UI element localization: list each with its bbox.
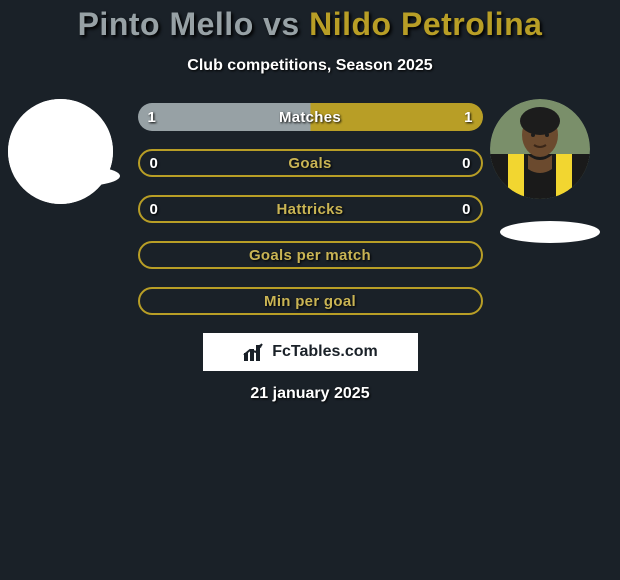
chart-icon xyxy=(242,341,268,363)
stat-label: Goals per match xyxy=(249,247,371,264)
stat-bars: 1 Matches 1 0 Goals 0 0 Hattricks 0 Goals per mat… xyxy=(138,103,483,315)
stat-bar: 0 Hattricks 0 xyxy=(138,195,483,223)
subtitle: Club competitions, Season 2025 xyxy=(0,57,620,75)
stat-label: Matches xyxy=(279,109,341,126)
stat-value-right: 1 xyxy=(464,109,472,126)
vs-text: vs xyxy=(254,6,309,42)
stat-value-left: 0 xyxy=(150,201,158,218)
logo-text: FcTables.com xyxy=(272,343,378,361)
comparison-area: 1 Matches 1 0 Goals 0 0 Hattricks 0 Goals per mat… xyxy=(0,103,620,403)
avatar-photo-icon xyxy=(490,99,590,199)
stat-bar: 1 Matches 1 xyxy=(138,103,483,131)
stat-label: Hattricks xyxy=(277,201,344,218)
stat-label: Goals xyxy=(288,155,331,172)
player1-name: Pinto Mello xyxy=(78,6,254,42)
stat-value-right: 0 xyxy=(462,201,470,218)
stat-bar: 0 Goals 0 xyxy=(138,149,483,177)
logo-box: FcTables.com xyxy=(203,333,418,371)
player2-avatar xyxy=(490,99,590,199)
stat-value-right: 0 xyxy=(462,155,470,172)
stat-bar: Goals per match xyxy=(138,241,483,269)
avatar-placeholder-icon xyxy=(8,99,113,204)
player1-shadow xyxy=(20,165,120,187)
stat-value-left: 1 xyxy=(148,109,156,126)
player1-avatar xyxy=(8,99,113,204)
stat-label: Min per goal xyxy=(264,293,356,310)
stat-bar: Min per goal xyxy=(138,287,483,315)
player2-shadow xyxy=(500,221,600,243)
date-label: 21 january 2025 xyxy=(0,385,620,403)
stat-value-left: 0 xyxy=(150,155,158,172)
player2-name: Nildo Petrolina xyxy=(309,6,542,42)
page-title: Pinto Mello vs Nildo Petrolina xyxy=(0,0,620,43)
